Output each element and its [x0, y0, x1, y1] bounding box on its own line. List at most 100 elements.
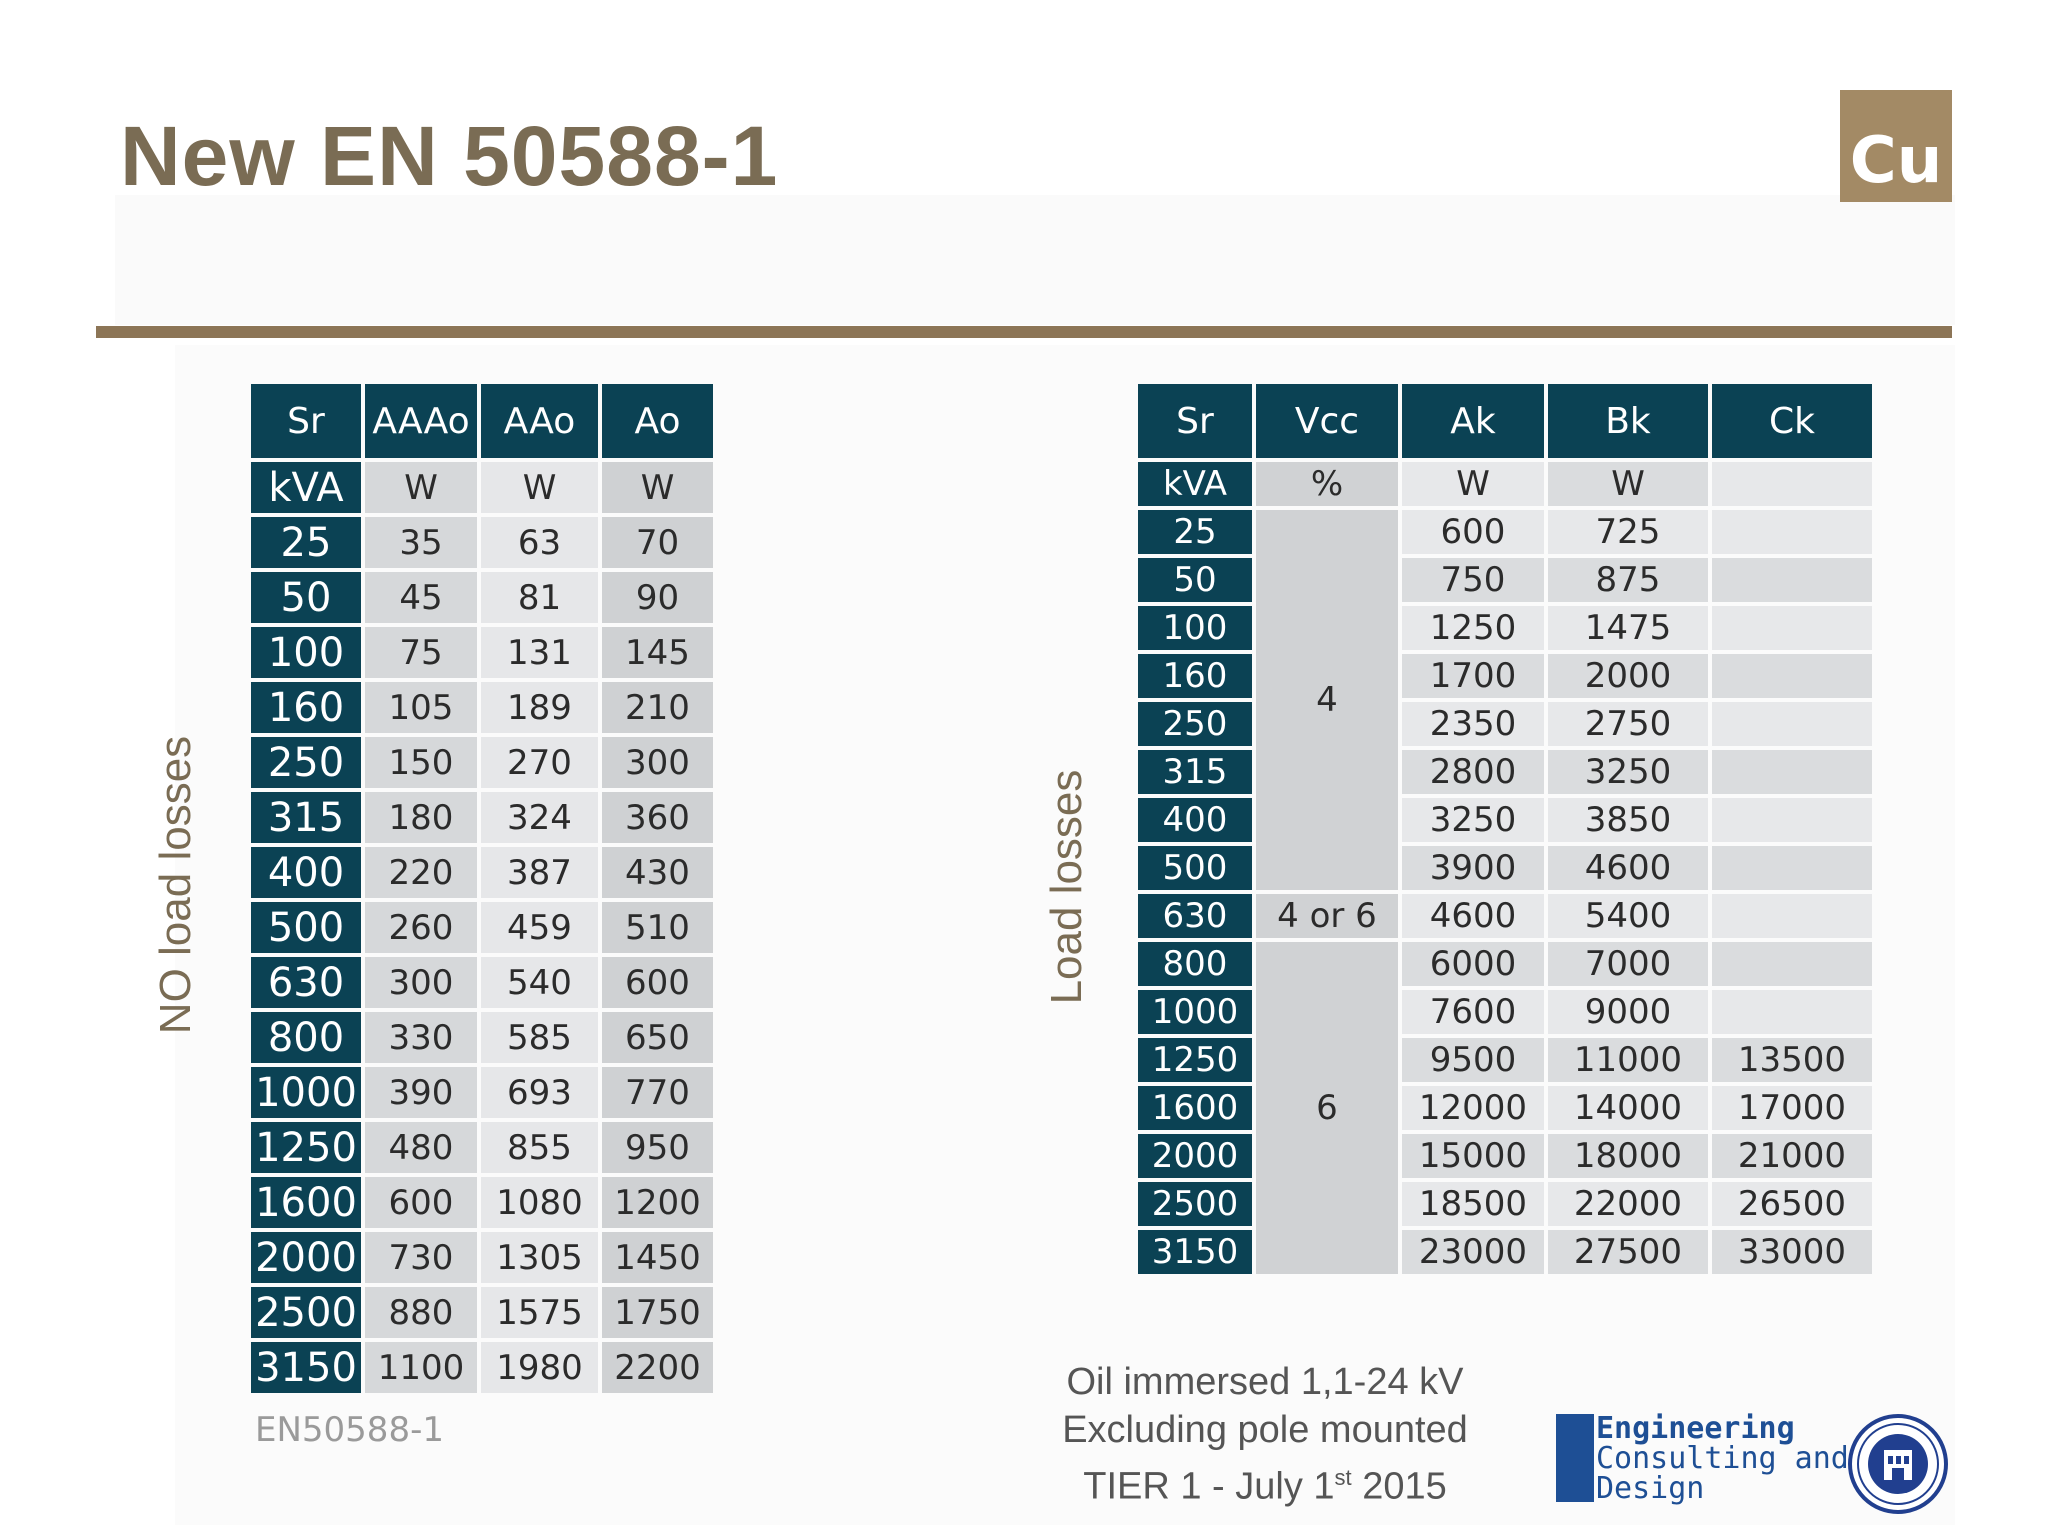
rating-cell: 400: [251, 847, 361, 898]
value-cell: 270: [481, 737, 598, 788]
rating-cell: 250: [1138, 702, 1252, 746]
vcc-cell: 6: [1256, 942, 1398, 1274]
value-cell: 324: [481, 792, 598, 843]
rating-cell: 3150: [251, 1342, 361, 1393]
value-cell: 880: [365, 1287, 477, 1338]
unit-cell-sr: kVA: [251, 462, 361, 513]
logo-line: Engineering: [1596, 1411, 1795, 1446]
value-cell: 4600: [1402, 894, 1544, 938]
value-cell: 3250: [1402, 798, 1544, 842]
value-cell: 693: [481, 1067, 598, 1118]
value-cell: [1712, 990, 1872, 1034]
rating-cell: 25: [1138, 510, 1252, 554]
table-row: 400 220 387 430: [251, 847, 713, 898]
value-cell: 950: [602, 1122, 713, 1173]
table-row: 160 105 189 210: [251, 682, 713, 733]
value-cell: 180: [365, 792, 477, 843]
value-cell: 12000: [1402, 1086, 1544, 1130]
table-row: 50 45 81 90: [251, 572, 713, 623]
table-header-row: Sr Vcc Ak Bk Ck: [1138, 384, 1872, 458]
table-row: 1600 600 1080 1200: [251, 1177, 713, 1228]
table-row: 500 3900 4600: [1138, 846, 1872, 890]
value-cell: 770: [602, 1067, 713, 1118]
rating-cell: 100: [1138, 606, 1252, 650]
value-cell: 18500: [1402, 1182, 1544, 1226]
no-load-losses-table: Sr AAAo AAo Ao kVA W W W 25 35 63 70 50 45 81 90 100…: [247, 380, 717, 1397]
rating-cell: 1600: [1138, 1086, 1252, 1130]
value-cell: 300: [602, 737, 713, 788]
value-cell: 1100: [365, 1342, 477, 1393]
value-cell: 26500: [1712, 1182, 1872, 1226]
value-cell: 2800: [1402, 750, 1544, 794]
value-cell: 2000: [1548, 654, 1708, 698]
value-cell: 3850: [1548, 798, 1708, 842]
units-row: kVA% W W: [1138, 462, 1872, 506]
value-cell: [1712, 654, 1872, 698]
table-row: 25 35 63 70: [251, 517, 713, 568]
value-cell: 459: [481, 902, 598, 953]
value-cell: 360: [602, 792, 713, 843]
value-cell: 45: [365, 572, 477, 623]
header-cell: Sr: [251, 384, 361, 458]
value-cell: [1712, 510, 1872, 554]
table-row: 500 260 459 510: [251, 902, 713, 953]
logo-line: Design: [1596, 1471, 1705, 1506]
value-cell: [1712, 702, 1872, 746]
rating-cell: 50: [251, 572, 361, 623]
rating-cell: 100: [251, 627, 361, 678]
unit-cell: [1712, 462, 1872, 506]
rating-cell: 2000: [251, 1232, 361, 1283]
rating-cell: 630: [1138, 894, 1252, 938]
table-row: 2000 730 1305 1450: [251, 1232, 713, 1283]
value-cell: 33000: [1712, 1230, 1872, 1274]
university-seal-icon: [1848, 1414, 1948, 1514]
value-cell: 1250: [1402, 606, 1544, 650]
value-cell: 600: [602, 957, 713, 1008]
header-cell: AAAo: [365, 384, 477, 458]
header-band: [115, 195, 1955, 325]
value-cell: 210: [602, 682, 713, 733]
value-cell: 260: [365, 902, 477, 953]
value-cell: 600: [365, 1177, 477, 1228]
value-cell: 18000: [1548, 1134, 1708, 1178]
rating-cell: 800: [251, 1012, 361, 1063]
value-cell: 145: [602, 627, 713, 678]
value-cell: 9000: [1548, 990, 1708, 1034]
table-row: 800 330 585 650: [251, 1012, 713, 1063]
rating-cell: 50: [1138, 558, 1252, 602]
rating-cell: 2500: [251, 1287, 361, 1338]
unit-cell: W: [365, 462, 477, 513]
value-cell: 3250: [1548, 750, 1708, 794]
value-cell: 9500: [1402, 1038, 1544, 1082]
note-line: Oil immersed 1,1-24 kV: [1066, 1361, 1464, 1403]
value-cell: 1700: [1402, 654, 1544, 698]
value-cell: 27500: [1548, 1230, 1708, 1274]
header-cell: Ao: [602, 384, 713, 458]
table-row: 50 750 875: [1138, 558, 1872, 602]
table-row: 630 300 540 600: [251, 957, 713, 1008]
value-cell: 750: [1402, 558, 1544, 602]
value-cell: 22000: [1548, 1182, 1708, 1226]
value-cell: 1980: [481, 1342, 598, 1393]
value-cell: 189: [481, 682, 598, 733]
header-cell: Ck: [1712, 384, 1872, 458]
no-load-losses-label: NO load losses: [151, 735, 200, 1035]
table-row: 2500 18500 22000 26500: [1138, 1182, 1872, 1226]
rating-cell: 315: [251, 792, 361, 843]
value-cell: 855: [481, 1122, 598, 1173]
table-row: 315 2800 3250: [1138, 750, 1872, 794]
rating-cell: 2000: [1138, 1134, 1252, 1178]
unit-cell: W: [1402, 462, 1544, 506]
header-cell: Sr: [1138, 384, 1252, 458]
scope-notes: Oil immersed 1,1-24 kV Excluding pole mo…: [1030, 1358, 1500, 1511]
rating-cell: 800: [1138, 942, 1252, 986]
table-row: 1250 9500 11000 13500: [1138, 1038, 1872, 1082]
value-cell: 480: [365, 1122, 477, 1173]
rating-cell: 1000: [1138, 990, 1252, 1034]
header-cell: Ak: [1402, 384, 1544, 458]
value-cell: 875: [1548, 558, 1708, 602]
value-cell: 600: [1402, 510, 1544, 554]
value-cell: 105: [365, 682, 477, 733]
rating-cell: 500: [1138, 846, 1252, 890]
table-row: 630 4 or 6 4600 5400: [1138, 894, 1872, 938]
